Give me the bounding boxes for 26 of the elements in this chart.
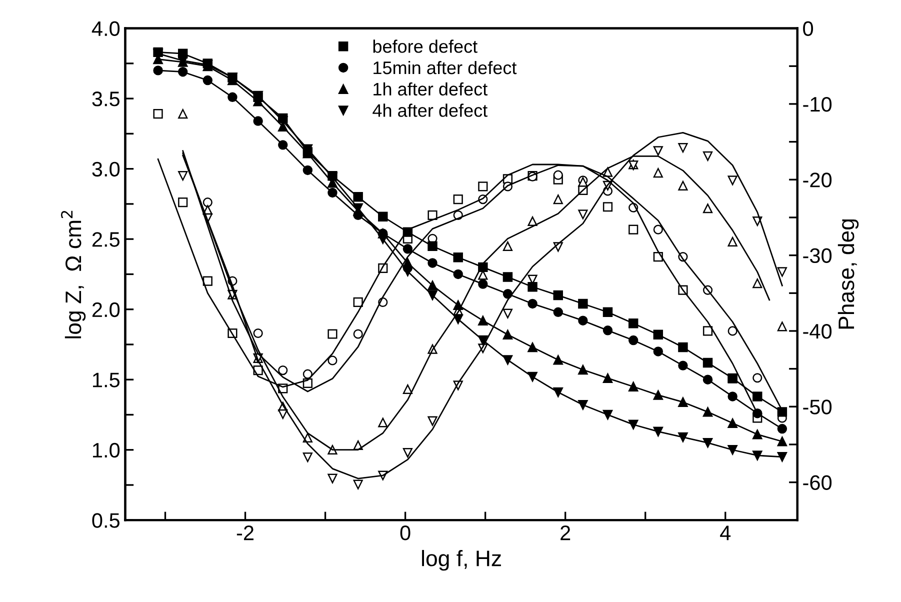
x-tick-label: -2: [236, 526, 254, 540]
y-tick-label: 1.5: [93, 372, 120, 388]
y-tick-label: 3.0: [92, 162, 120, 177]
legend-label: 4h after defect: [372, 104, 488, 117]
y-tick-label: 3.5: [92, 92, 120, 106]
y2-tick-label: -50: [803, 400, 832, 414]
y2-tick-label: -30: [803, 248, 832, 264]
x-tick-label: 4: [720, 526, 731, 540]
y-tick-label: 0.5: [92, 513, 120, 528]
y2-tick-label: -40: [803, 324, 832, 339]
y-tick-label: 2.0: [92, 302, 120, 318]
x-axis-title: log f, Hz: [422, 550, 501, 571]
x-tick-label: 2: [560, 526, 570, 540]
legend-label: 1h after defect: [374, 82, 488, 96]
legend-label: before defect: [373, 40, 478, 53]
y-tick-label: 4.0: [92, 21, 120, 36]
y2-tick-label: -20: [803, 172, 832, 188]
y-tick-label: 2.5: [92, 232, 120, 247]
y2-tick-label: 0: [803, 21, 814, 36]
y2-tick-label: -10: [803, 96, 832, 112]
y2-axis-title: Phase, deg: [838, 219, 859, 329]
x-tick-label: 0: [400, 526, 410, 540]
y2-tick-label: -60: [803, 475, 832, 490]
y-axis-title: log Z, Ω cm$^{2}$: [60, 210, 86, 338]
legend-label: 15min after defect: [374, 60, 517, 74]
y-tick-label: 1.0: [93, 442, 120, 458]
